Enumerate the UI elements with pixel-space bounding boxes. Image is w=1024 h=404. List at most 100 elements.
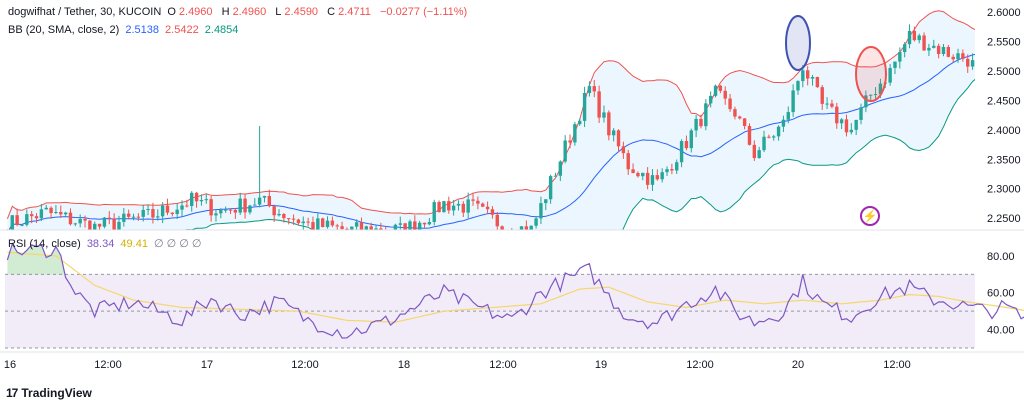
high-label: H 2.4960: [221, 6, 267, 18]
candle-body: [563, 140, 567, 162]
candle-body: [966, 58, 970, 67]
candle-body: [422, 222, 427, 225]
annotation-red-ellipse: [855, 46, 887, 102]
time-tick-label: 16: [4, 359, 16, 371]
candle-body: [694, 118, 698, 131]
time-tick-label: 18: [398, 359, 410, 371]
candle-body: [912, 30, 917, 41]
candle-body: [976, 60, 979, 65]
candle-body: [592, 86, 596, 92]
price-tick-label: 2.4500: [987, 95, 1021, 107]
candle-body: [684, 141, 689, 149]
candle-body: [325, 220, 330, 228]
candle-body: [902, 44, 907, 53]
candle-body: [29, 214, 34, 217]
lightning-icon[interactable]: ⚡: [860, 206, 880, 226]
bb-upper-value: 2.5422: [165, 24, 199, 36]
candle-body: [214, 213, 218, 216]
candle-body: [888, 67, 892, 83]
candle-body: [131, 216, 136, 218]
candle-body: [723, 90, 727, 99]
candle-body: [927, 47, 931, 51]
rsi-tick-label: 60.00: [987, 288, 1015, 300]
candle-body: [180, 205, 184, 210]
candle-body: [88, 220, 92, 230]
price-tick-label: 2.5500: [987, 36, 1021, 48]
candle-body: [141, 209, 145, 217]
candle-body: [335, 225, 339, 227]
candle-body: [704, 103, 708, 127]
candle-body: [801, 70, 805, 82]
change-label: −0.0277 (−1.11%): [379, 6, 468, 18]
candle-body: [626, 153, 630, 170]
candle-body: [616, 130, 621, 147]
candle-body: [611, 130, 616, 136]
candle-body: [156, 216, 160, 218]
candle-body: [1019, 59, 1022, 62]
candle-body: [985, 62, 988, 63]
candle-body: [403, 223, 407, 230]
candle-body: [742, 118, 747, 126]
candle-body: [500, 226, 504, 230]
candle-body: [670, 169, 674, 171]
bb-legend: BB (20, SMA, close, 2) 2.5138 2.5422 2.4…: [8, 24, 241, 36]
rsi-label: RSI (14, close): [8, 238, 81, 250]
candle-body: [151, 209, 155, 218]
candle-body: [194, 192, 199, 202]
rsi-tick-label: 40.00: [987, 325, 1015, 337]
candle-body: [762, 136, 766, 151]
candle-body: [854, 119, 858, 130]
candle-body: [844, 119, 849, 133]
candle-body: [427, 221, 432, 225]
candle-body: [190, 192, 194, 206]
bb-basis-value: 2.5138: [125, 24, 159, 36]
candle-body: [941, 47, 946, 54]
time-tick-label: 12:00: [94, 359, 122, 371]
rsi-na-values: ∅ ∅ ∅ ∅: [154, 238, 202, 250]
candle-body: [544, 199, 548, 204]
low-label: L 2.4590: [275, 6, 319, 18]
candle-body: [432, 202, 436, 222]
candle-body: [767, 136, 771, 138]
candle-body: [529, 225, 533, 230]
candle-body: [34, 216, 39, 219]
candle-body: [859, 107, 863, 120]
rsi-line: [6, 242, 1024, 339]
candle-body: [301, 221, 305, 224]
close-label: C 2.4711: [327, 6, 371, 18]
candle-body: [374, 228, 378, 230]
candle-body: [825, 103, 829, 105]
candle-body: [835, 106, 839, 124]
candle-body: [238, 198, 242, 213]
candle-body: [898, 52, 902, 62]
candle-body: [20, 224, 24, 226]
candle-body: [505, 231, 508, 234]
candle-body: [597, 91, 601, 118]
bb-lower-value: 2.4854: [204, 24, 239, 36]
candle-body: [461, 203, 466, 213]
candle-body: [849, 129, 854, 133]
candle-body: [587, 86, 592, 94]
price-tick-label: 2.6000: [987, 7, 1021, 19]
candle-body: [204, 199, 208, 201]
candle-body: [267, 195, 272, 207]
annotation-blue-ellipse: [785, 15, 811, 71]
candle-body: [990, 62, 993, 65]
candle-body: [776, 126, 781, 137]
candle-body: [219, 210, 223, 214]
candle-body: [481, 203, 485, 207]
candle-body: [815, 76, 820, 88]
candle-body: [350, 226, 354, 230]
candle-body: [175, 209, 179, 215]
candle-body: [519, 226, 524, 230]
candle-body: [107, 217, 111, 219]
time-tick-label: 12:00: [489, 359, 517, 371]
candle-body: [713, 85, 718, 96]
candle-body: [907, 30, 912, 45]
candle-body: [791, 90, 795, 113]
candle-body: [272, 206, 276, 216]
candle-body: [820, 87, 824, 104]
candle-body: [539, 203, 543, 219]
candle-body: [248, 205, 252, 213]
